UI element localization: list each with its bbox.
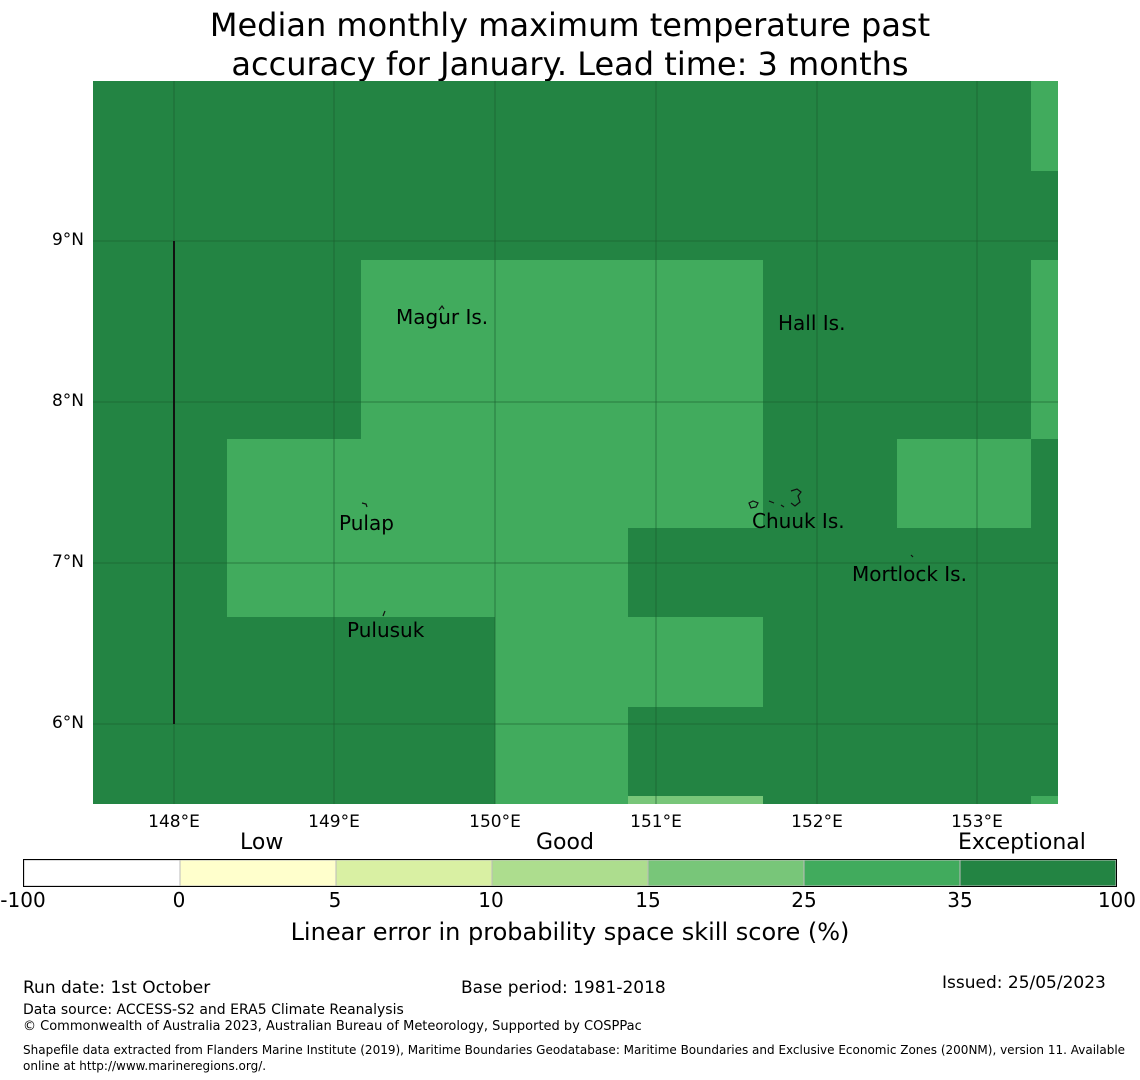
island-chuuk-2 <box>768 500 775 504</box>
label-pulusuk: Pulusuk <box>347 618 425 642</box>
colorbar-title: Linear error in probability space skill … <box>290 918 850 946</box>
legend-category-good: Good <box>536 830 594 855</box>
colorbar-tick-10: 10 <box>478 888 504 912</box>
label-mortlock: Mortlock Is. <box>852 562 967 586</box>
island-magur <box>438 304 445 311</box>
island-chuuk-4 <box>790 488 802 507</box>
region-high-skill-edge-mid <box>1031 260 1058 439</box>
label-magur: Magur Is. <box>396 305 488 329</box>
island-mortlock <box>910 554 914 558</box>
title-line-2: accuracy for January. Lead time: 3 month… <box>231 45 909 83</box>
island-chuuk-1 <box>748 500 759 509</box>
lon-label-150e: 150°E <box>469 812 521 832</box>
lat-label-9n: 9°N <box>51 230 84 250</box>
island-pulap <box>361 502 368 508</box>
region-high-skill-edge-bottom <box>1031 796 1058 804</box>
lon-label-152e: 152°E <box>791 812 843 832</box>
colorbar-tick-5: 5 <box>328 888 342 912</box>
lat-label-7n: 7°N <box>51 552 84 572</box>
colorbar-segment-1 <box>24 860 181 886</box>
region-high-skill-edge-top <box>1031 81 1058 171</box>
lon-label-149e: 149°E <box>308 812 360 832</box>
island-outlines <box>361 304 914 617</box>
colorbar-segment-5 <box>647 860 805 886</box>
colorbar <box>23 859 1117 887</box>
colorbar-segment-4 <box>491 860 649 886</box>
colorbar-segment-6 <box>803 860 961 886</box>
lat-label-8n: 8°N <box>51 391 84 411</box>
colorbar-tick-25: 25 <box>791 888 817 912</box>
colorbar-tick-0: 0 <box>172 888 186 912</box>
copyright: © Commonwealth of Australia 2023, Austra… <box>23 1019 642 1034</box>
colorbar-segment-7 <box>959 860 1116 886</box>
island-pulusuk <box>382 610 386 617</box>
title-line-1: Median monthly maximum temperature past <box>209 6 931 44</box>
data-source: Data source: ACCESS-S2 and ERA5 Climate … <box>23 1002 404 1018</box>
colorbar-tick-35: 35 <box>947 888 973 912</box>
skill-score-map: Magur Is. Hall Is. Pulap Chuuk Is. Mortl… <box>93 81 1058 804</box>
colorbar-tick--100: -100 <box>0 888 46 912</box>
label-hall: Hall Is. <box>778 311 845 335</box>
shapefile-credit: Shapefile data extracted from Flanders M… <box>23 1042 1135 1074</box>
lat-label-6n: 6°N <box>51 713 84 733</box>
label-pulap: Pulap <box>339 511 394 535</box>
map-title: Median monthly maximum temperature past … <box>0 6 1140 84</box>
lon-label-153e: 153°E <box>951 812 1003 832</box>
region-high-skill-east <box>897 439 1031 528</box>
colorbar-segment-3 <box>335 860 493 886</box>
island-chuuk-3 <box>780 504 785 508</box>
shapefile-credit-line-1: Shapefile data extracted from Flanders M… <box>23 1043 1126 1057</box>
label-chuuk: Chuuk Is. <box>752 509 845 533</box>
region-good-skill-bottom <box>628 796 763 804</box>
issued-date: Issued: 25/05/2023 <box>942 973 1106 993</box>
colorbar-svg <box>24 860 1116 886</box>
legend-category-low: Low <box>240 830 284 855</box>
legend-category-exceptional: Exceptional <box>958 830 1086 855</box>
shapefile-credit-line-2: online at http://www.marineregions.org/. <box>23 1059 267 1073</box>
run-date: Run date: 1st October <box>23 978 211 998</box>
colorbar-tick-100: 100 <box>1097 888 1136 912</box>
colorbar-tick-15: 15 <box>635 888 661 912</box>
lon-label-148e: 148°E <box>148 812 200 832</box>
colorbar-segment-2 <box>179 860 337 886</box>
base-period: Base period: 1981-2018 <box>461 978 666 998</box>
lon-label-151e: 151°E <box>630 812 682 832</box>
map-svg: Magur Is. Hall Is. Pulap Chuuk Is. Mortl… <box>93 81 1058 804</box>
